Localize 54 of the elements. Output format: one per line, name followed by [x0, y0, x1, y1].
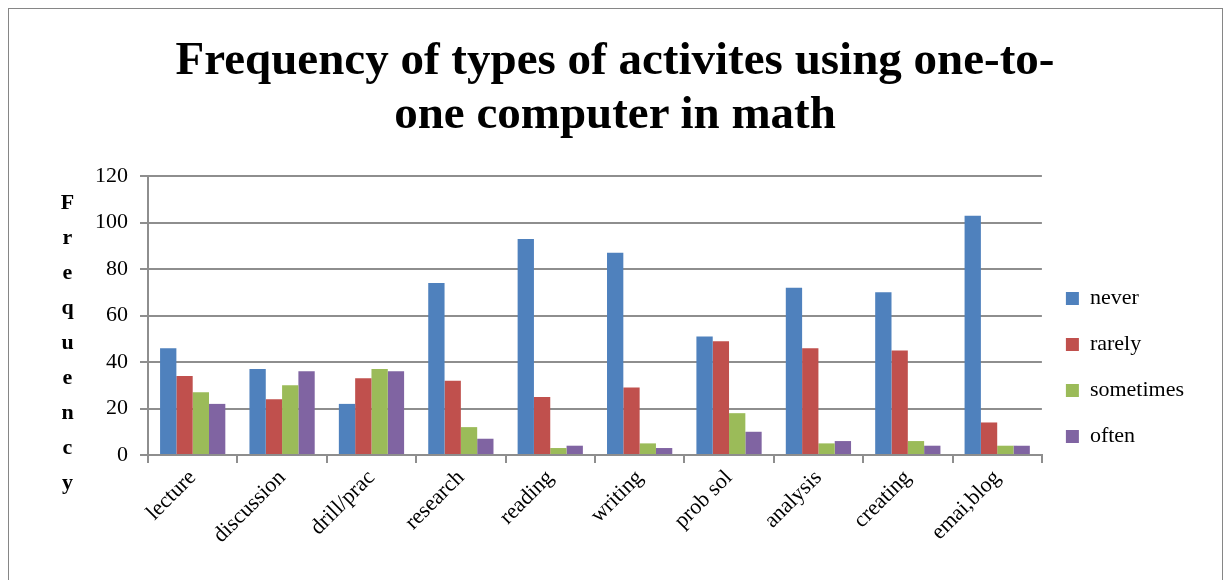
bar [891, 350, 908, 454]
legend-label: often [1089, 422, 1136, 448]
bar [298, 371, 315, 454]
bar [566, 445, 583, 454]
bar [639, 443, 656, 454]
bar [338, 403, 356, 454]
bar [371, 369, 388, 454]
bar [533, 396, 551, 454]
bar [428, 283, 445, 454]
bar [607, 252, 624, 454]
x-tick-label: prob sol [668, 464, 737, 533]
y-tick-label: 0 [117, 440, 128, 466]
bar [249, 369, 266, 454]
bar [550, 448, 567, 454]
bar [355, 378, 372, 454]
bar [176, 376, 193, 454]
bar [160, 348, 177, 454]
bar [1013, 445, 1030, 454]
bar [818, 443, 835, 454]
bar [745, 431, 762, 454]
y-tick-label: 40 [106, 347, 128, 373]
bar [209, 403, 226, 454]
legend-label: never [1089, 284, 1140, 310]
bar [875, 292, 892, 454]
y-tick-label: 20 [106, 394, 128, 420]
bar [696, 336, 713, 454]
bar [924, 445, 941, 454]
bar [282, 385, 299, 454]
chart-title: Frequency of types of activites using one-to-one computer in math [174, 31, 1056, 139]
bar [980, 422, 998, 454]
bar [712, 341, 730, 454]
y-tick-label: 60 [106, 301, 128, 327]
bar [655, 448, 673, 454]
bar [834, 441, 852, 454]
bar [997, 445, 1014, 454]
bar [460, 427, 478, 454]
bar [964, 215, 981, 454]
bar [444, 380, 461, 454]
y-tick-label: 100 [95, 208, 128, 234]
y-tick-label: 80 [106, 254, 128, 280]
bar [477, 438, 494, 454]
bar [907, 441, 925, 454]
bar [729, 413, 746, 454]
y-axis-title: Frequency [55, 189, 80, 504]
legend-label: sometimes [1089, 376, 1185, 402]
bar [192, 392, 210, 454]
bar [517, 238, 534, 454]
bar [387, 371, 405, 454]
bar [785, 287, 803, 454]
bar [623, 387, 640, 454]
bar [265, 399, 283, 454]
legend-label: rarely [1089, 330, 1142, 356]
bar [802, 348, 819, 454]
y-tick-label: 120 [95, 161, 128, 187]
